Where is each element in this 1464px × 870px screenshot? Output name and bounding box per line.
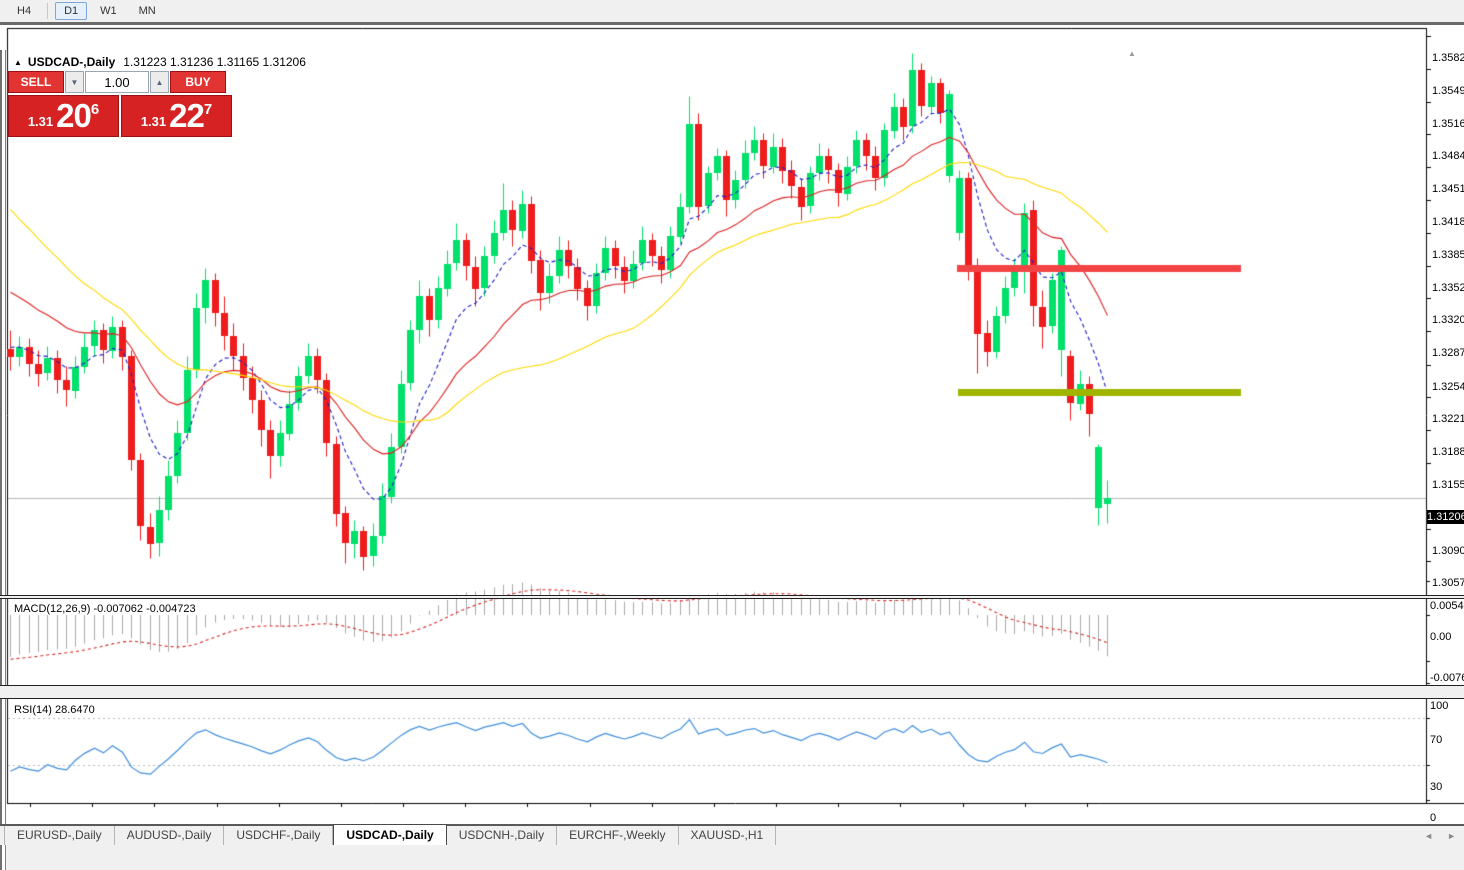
- collapse-icon[interactable]: ▲: [14, 58, 22, 67]
- buy-price-big: 22: [169, 97, 205, 134]
- timeframe-toolbar: H4 D1 W1 MN: [0, 0, 1464, 22]
- buy-price-block[interactable]: 1.31 22 7: [121, 95, 232, 137]
- sell-price-block[interactable]: 1.31 20 6: [8, 95, 119, 137]
- chart-window: ▲ USDCAD-,Daily 1.31223 1.31236 1.31165 1.…: [0, 22, 1464, 870]
- volume-decrease-button[interactable]: ▼: [65, 71, 84, 93]
- price-axis-label: 1.34180: [1432, 216, 1464, 228]
- buy-price-pip: 7: [203, 100, 213, 118]
- price-axis-label: 1.35825: [1432, 52, 1464, 64]
- price-axis-label: 1.33525: [1432, 282, 1464, 294]
- timeframe-button-D1[interactable]: D1: [55, 2, 88, 20]
- price-axis-label: 1.34840: [1432, 150, 1464, 162]
- sell-button[interactable]: SELL: [8, 71, 64, 93]
- chevron-up-icon: ▲: [155, 77, 164, 87]
- one-click-trade-panel: SELL ▼ ▲ BUY 1.31 20 6 1.31 22 7: [8, 71, 234, 137]
- tab-AUDUSD-Daily[interactable]: AUDUSD-,Daily: [115, 826, 225, 845]
- chart-quotes: 1.31223 1.31236 1.31165 1.31206: [123, 55, 306, 69]
- price-axis-label: 1.30900: [1432, 545, 1464, 557]
- chart-symbol-label: USDCAD-,Daily: [27, 55, 116, 69]
- macd-axis-label: 0.005421: [1430, 600, 1464, 612]
- timeframe-button-H4[interactable]: H4: [17, 5, 32, 17]
- chart-plot[interactable]: [0, 25, 1464, 848]
- price-axis-label: 1.35165: [1432, 118, 1464, 130]
- window-left-frame: [0, 50, 6, 870]
- scroll-to-end-icon[interactable]: ▲: [1128, 49, 1136, 58]
- pane-splitter-rsi[interactable]: [0, 685, 1464, 699]
- tab-EURUSD-Daily[interactable]: EURUSD-,Daily: [4, 826, 115, 845]
- price-axis-label: 1.31555: [1432, 479, 1464, 491]
- price-axis-label: 1.35495: [1432, 85, 1464, 97]
- tab-EURCHF-Weekly[interactable]: EURCHF-,Weekly: [557, 826, 679, 845]
- macd-indicator-label: MACD(12,26,9) -0.007062 -0.004723: [14, 603, 196, 615]
- buy-button[interactable]: BUY: [170, 71, 226, 93]
- rsi-indicator-label: RSI(14) 28.6470: [14, 704, 95, 716]
- price-axis-label: 1.33200: [1432, 314, 1464, 326]
- chart-tabbar: EURUSD-,Daily AUDUSD-,Daily USDCHF-,Daily U…: [0, 824, 1464, 845]
- price-axis-label: 1.32540: [1432, 381, 1464, 393]
- rsi-axis-label: 30: [1430, 781, 1443, 793]
- sell-price-pip: 6: [90, 100, 100, 118]
- price-axis-label: 1.31885: [1432, 446, 1464, 458]
- tab-USDCAD-Daily[interactable]: USDCAD-,Daily: [333, 824, 447, 845]
- rsi-axis-label: 70: [1430, 734, 1443, 746]
- price-axis-label: 1.32870: [1432, 347, 1464, 359]
- macd-axis-label: 0.00: [1430, 631, 1452, 643]
- price-axis-label: 1.32215: [1432, 413, 1464, 425]
- toolbar-separator: [47, 3, 49, 19]
- rsi-axis-label: 100: [1430, 700, 1449, 712]
- price-axis-label: 1.33855: [1432, 249, 1464, 261]
- price-axis-label: 1.34510: [1432, 183, 1464, 195]
- sell-price-prefix: 1.31: [27, 113, 54, 129]
- pane-splitter-macd[interactable]: [0, 595, 1464, 599]
- tab-XAUUSD-H1[interactable]: XAUUSD-,H1: [679, 826, 777, 845]
- tab-scroll-right-icon[interactable]: ►: [1447, 831, 1456, 841]
- volume-input[interactable]: [85, 71, 149, 93]
- macd-axis-label: -0.007656: [1430, 672, 1464, 684]
- chart-title: ▲ USDCAD-,Daily 1.31223 1.31236 1.31165 1.…: [14, 55, 306, 69]
- chevron-down-icon: ▼: [70, 77, 79, 87]
- rsi-axis-label: 0: [1430, 812, 1437, 824]
- tab-USDCNH-Daily[interactable]: USDCNH-,Daily: [447, 826, 558, 845]
- tab-scroll-left-icon[interactable]: ◄: [1424, 831, 1434, 841]
- timeframe-button-MN[interactable]: MN: [138, 5, 156, 17]
- sell-price-big: 20: [56, 97, 92, 134]
- tab-USDCHF-Daily[interactable]: USDCHF-,Daily: [224, 826, 334, 845]
- buy-price-prefix: 1.31: [140, 113, 167, 129]
- volume-increase-button[interactable]: ▲: [150, 71, 169, 93]
- timeframe-button-W1[interactable]: W1: [100, 5, 117, 17]
- current-price-badge: 1.31206: [1427, 510, 1464, 524]
